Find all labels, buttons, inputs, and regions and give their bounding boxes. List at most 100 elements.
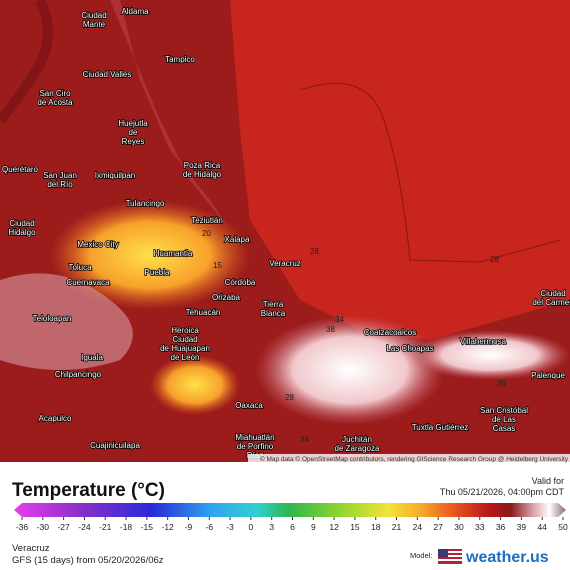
isotherm-label: 20	[202, 229, 211, 238]
city-label: del Río	[47, 180, 73, 189]
tick-label: 27	[433, 522, 443, 532]
attribution: © Map data © OpenStreetMap contributors,…	[260, 455, 569, 463]
city-label: Mexico City	[77, 240, 118, 249]
cool-area	[0, 273, 133, 370]
city-label: Cuajinicuilapa	[90, 441, 140, 450]
model-label: Model:	[410, 551, 433, 560]
city-label: Las Choapas	[386, 344, 433, 353]
isotherm-label: 34	[335, 315, 344, 324]
city-label: Tierra	[263, 300, 284, 309]
hot-area	[410, 330, 570, 380]
city-label: del Carmen	[532, 298, 570, 307]
tick-label: 21	[392, 522, 402, 532]
tick-label: -12	[162, 522, 175, 532]
location: Veracruz	[12, 543, 50, 554]
valid-label: Valid for	[532, 476, 564, 486]
city-label: Ciudad	[540, 289, 565, 298]
city-label: Aldama	[121, 7, 149, 16]
city-label: San Juan	[43, 171, 77, 180]
city-label: Córdoba	[225, 278, 256, 287]
city-label: Heroica	[171, 326, 199, 335]
city-label: Ixmiquilpan	[95, 171, 135, 180]
map	[0, 0, 570, 462]
warm-area	[50, 200, 250, 310]
city-label: Villahermosa	[460, 337, 507, 346]
tick-label: 24	[413, 522, 423, 532]
cold-ridge	[0, 0, 53, 124]
attribution-bg	[248, 454, 570, 463]
city-label: Huejutla	[118, 119, 148, 128]
city-label: Ciudad Valles	[83, 70, 132, 79]
city-label: de Huajuapan	[160, 344, 210, 353]
tick-label: 9	[311, 522, 316, 532]
city-label: Mante	[83, 20, 106, 29]
city-label: Tuxtla Gutiérrez	[412, 423, 469, 432]
tick-label: 30	[454, 522, 464, 532]
city-label: de León	[171, 353, 200, 362]
warm-area	[150, 355, 240, 415]
isotherm-label: 28	[285, 393, 294, 402]
city-label: Toluca	[68, 263, 92, 272]
tick-label: 6	[290, 522, 295, 532]
city-label: Poza Rica	[184, 161, 221, 170]
tick-label: -6	[205, 522, 213, 532]
city-label: Tulancingo	[126, 199, 165, 208]
city-label: Orizaba	[212, 293, 241, 302]
city-label: de Las	[492, 415, 516, 424]
city-label: Cuernavaca	[66, 278, 110, 287]
isotherm	[299, 82, 561, 263]
city-label: Casas	[493, 424, 516, 433]
isotherm-label: 28	[490, 255, 499, 264]
city-label: Reyes	[122, 137, 145, 146]
city-label: Xalapa	[225, 235, 250, 244]
city-label: de	[129, 128, 138, 137]
hot-area	[255, 315, 445, 425]
city-label: Juchitán	[342, 435, 372, 444]
city-label: de Hidalgo	[183, 170, 222, 179]
tick-label: 33	[475, 522, 485, 532]
isotherm-label: 15	[213, 261, 222, 270]
city-label: Ciudad	[9, 219, 34, 228]
tick-label: -27	[57, 522, 70, 532]
tick-label: 15	[350, 522, 360, 532]
city-label: Ciudad	[81, 11, 106, 20]
tick-label: -36	[16, 522, 29, 532]
city-label: de Porfirio	[237, 442, 274, 451]
city-label: Palenque	[531, 371, 565, 380]
tick-label: 36	[496, 522, 506, 532]
model-run: GFS (15 days) from 05/20/2026/06z	[12, 555, 164, 566]
city-label: Puebla	[145, 268, 170, 277]
city-label: Blanca	[261, 309, 286, 318]
city-label: de Zaragoza	[335, 444, 380, 453]
tick-label: -21	[99, 522, 112, 532]
legend-title: Temperature (°C)	[12, 480, 165, 501]
tick-label: 12	[329, 522, 339, 532]
city-label: San Ciro	[39, 89, 71, 98]
city-label: San Cristóbal	[480, 406, 528, 415]
brand[interactable]: weather.us	[465, 549, 549, 566]
city-label: Querétaro	[2, 165, 39, 174]
city-label: Chilpancingo	[55, 370, 102, 379]
tick-label: -15	[141, 522, 154, 532]
isotherm-label: 38	[326, 325, 335, 334]
city-label: Teloloapan	[33, 314, 72, 323]
city-label: Teziutlán	[191, 216, 223, 225]
tick-label: 18	[371, 522, 381, 532]
colorbar-ticks: -36 -30 -27 -24 -21 -18 -15 -12 -9 -6 -3 0 3 6 9 12 15 18…	[16, 517, 568, 532]
city-label: Iguala	[81, 353, 103, 362]
isotherm-label: 28	[310, 247, 319, 256]
tick-label: 50	[558, 522, 568, 532]
city-label: Oaxaca	[235, 401, 263, 410]
city-label: Tehuacán	[186, 308, 221, 317]
valid-time: Thu 05/21/2026, 04:00pm CDT	[440, 487, 565, 497]
tick-label: -30	[37, 522, 50, 532]
tick-label: 39	[517, 522, 527, 532]
tick-label: -24	[78, 522, 91, 532]
flag-icon	[438, 549, 462, 564]
tick-label: -3	[226, 522, 234, 532]
city-label: Tampico	[165, 55, 195, 64]
city-label: Huamantla	[154, 249, 193, 258]
